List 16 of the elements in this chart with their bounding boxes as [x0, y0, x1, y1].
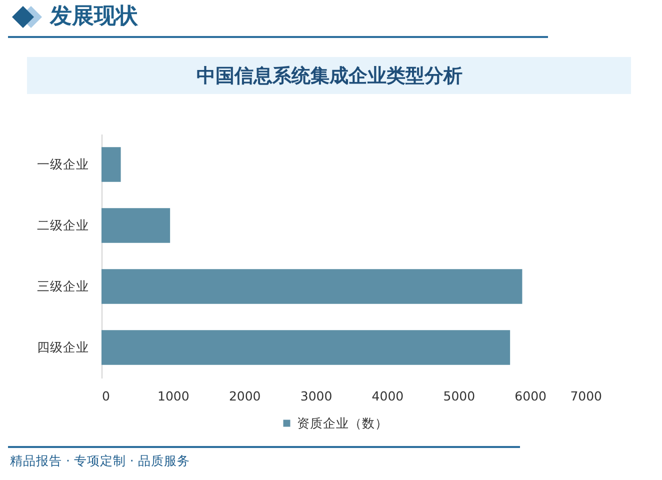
x-tick-label: 3000 [300, 388, 332, 404]
x-tick-label: 0 [102, 388, 110, 404]
x-tick-label: 1000 [158, 388, 190, 404]
chart-title: 中国信息系统集成企业类型分析 [196, 65, 462, 87]
y-tick-label: 一级企业 [37, 156, 89, 172]
x-tick-label: 6000 [514, 388, 547, 404]
x-tick-label: 4000 [372, 388, 404, 404]
x-tick-label: 5000 [443, 388, 476, 404]
x-tick-label: 7000 [570, 388, 602, 404]
text: 精品报告 · 专项定制 · 品质服务 [10, 452, 190, 470]
text: 发展现状 [50, 3, 138, 31]
y-tick-label: 二级企业 [37, 218, 89, 232]
y-tick-label: 三级企业 [37, 278, 89, 294]
legend-label: 资质企业（数） [297, 415, 388, 430]
y-tick-label: 四级企业 [37, 340, 89, 354]
x-tick-label: 2000 [228, 388, 261, 404]
